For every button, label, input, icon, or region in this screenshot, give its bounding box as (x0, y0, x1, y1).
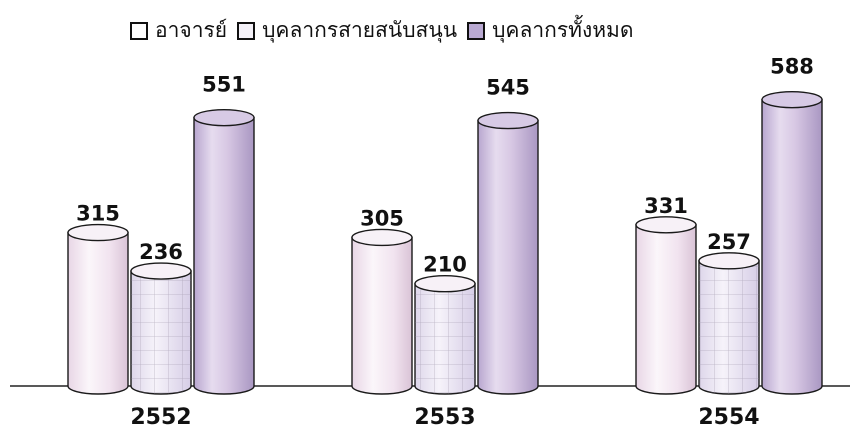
bars-layer (67, 90, 823, 395)
data-label-all-staff-2554: 588 (770, 55, 814, 79)
legend-swatch-lecturers (130, 21, 148, 40)
bar-lecturers-2553 (351, 228, 413, 395)
data-label-all-staff-2553: 545 (486, 76, 530, 100)
bar-all-staff-2552 (193, 108, 255, 395)
legend: อาจารย์ บุคลากรสายสนับสนุน บุคลากรทั้งหม… (130, 14, 634, 47)
bar-lecturers-2552 (67, 223, 129, 395)
bar-support-staff-2553 (414, 275, 476, 395)
x-tick-label-2554: 2554 (698, 405, 759, 430)
x-tick-label-2553: 2553 (414, 405, 475, 430)
labels-layer: 315 236 551 2552 305 210 545 2553 331 257 588 2554 (76, 55, 814, 430)
data-label-lecturers-2554: 331 (644, 194, 688, 218)
data-label-support-staff-2554: 257 (707, 230, 751, 254)
legend-item-all-staff: บุคลากรทั้งหมด (467, 14, 634, 47)
legend-label-lecturers: อาจารย์ (155, 18, 228, 42)
bar-all-staff-2553 (477, 111, 539, 395)
legend-item-support-staff: บุคลากรสายสนับสนุน (237, 14, 457, 47)
data-label-lecturers-2552: 315 (76, 202, 120, 226)
data-label-lecturers-2553: 305 (360, 206, 404, 230)
data-label-all-staff-2552: 551 (202, 73, 246, 97)
legend-swatch-all-staff (467, 21, 486, 40)
legend-label-all-staff: บุคลากรทั้งหมด (492, 18, 634, 42)
bar-all-staff-2554 (761, 90, 823, 395)
x-tick-label-2552: 2552 (130, 405, 191, 430)
legend-item-lecturers: อาจารย์ (130, 14, 227, 47)
data-label-support-staff-2553: 210 (423, 253, 467, 277)
data-label-support-staff-2552: 236 (139, 240, 183, 264)
bar-support-staff-2554 (698, 252, 760, 395)
bar-lecturers-2554 (635, 216, 697, 395)
bar-support-staff-2552 (130, 262, 192, 395)
legend-label-support-staff: บุคลากรสายสนับสนุน (262, 18, 458, 42)
legend-swatch-support-staff (237, 21, 256, 40)
